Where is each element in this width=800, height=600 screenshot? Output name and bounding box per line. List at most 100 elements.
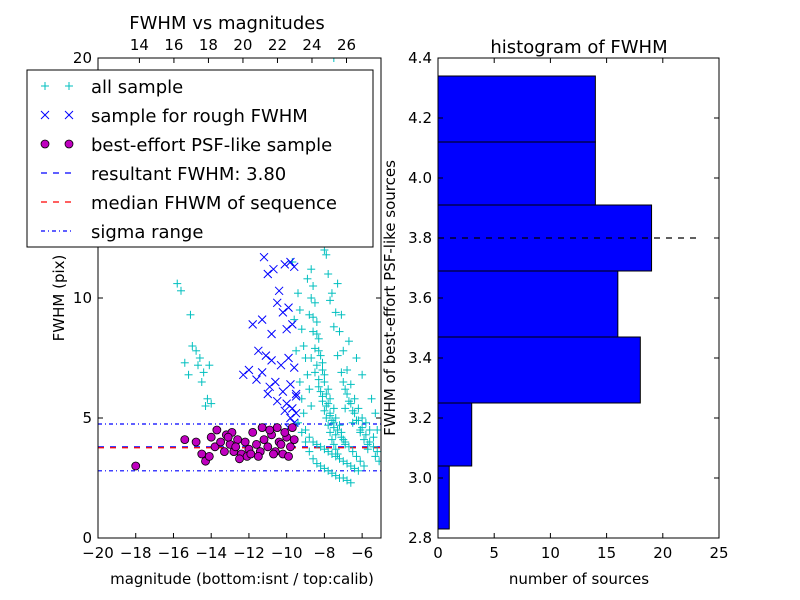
histogram-bar bbox=[438, 402, 473, 467]
data-point bbox=[259, 435, 269, 445]
data-point bbox=[240, 437, 250, 447]
data-point bbox=[337, 368, 346, 377]
data-point bbox=[291, 408, 301, 418]
data-point bbox=[253, 451, 263, 461]
data-point bbox=[329, 322, 338, 331]
data-point bbox=[320, 406, 329, 415]
data-point bbox=[263, 269, 273, 279]
data-point bbox=[204, 451, 214, 461]
data-point bbox=[367, 394, 376, 403]
data-point bbox=[278, 387, 288, 396]
top-x-tick-label: 20 bbox=[233, 36, 252, 54]
data-point bbox=[324, 385, 333, 394]
data-point bbox=[299, 342, 308, 350]
data-point bbox=[309, 282, 318, 290]
data-point bbox=[280, 427, 290, 437]
data-point bbox=[335, 421, 344, 430]
data-point bbox=[284, 451, 293, 461]
series-all-sample bbox=[173, 58, 381, 487]
data-point bbox=[360, 435, 369, 444]
x-tick-label: 25 bbox=[709, 544, 728, 562]
data-point bbox=[269, 264, 278, 274]
legend-entry-all-sample: all sample bbox=[41, 77, 183, 98]
legend-label: resultant FWHM: 3.80 bbox=[91, 164, 286, 185]
data-point bbox=[180, 435, 190, 445]
x-tick-label: 10 bbox=[541, 544, 560, 562]
data-point bbox=[305, 385, 314, 394]
data-point bbox=[186, 310, 195, 319]
data-point bbox=[322, 250, 331, 259]
data-point bbox=[259, 252, 269, 262]
legend-box bbox=[26, 69, 374, 248]
y-tick-label: 3.8 bbox=[408, 229, 432, 247]
data-point bbox=[344, 337, 353, 346]
data-point bbox=[272, 423, 282, 433]
data-point bbox=[293, 289, 302, 298]
x-tick-label: −10 bbox=[271, 544, 303, 562]
data-point bbox=[344, 397, 353, 406]
data-point bbox=[184, 370, 193, 379]
legend-entry-resultant-fwhm: resultant FWHM: 3.80 bbox=[41, 164, 286, 185]
legend-entry-rough-fwhm: sample for rough FWHM bbox=[40, 106, 308, 127]
data-point bbox=[329, 418, 338, 427]
data-point bbox=[324, 270, 333, 278]
data-point bbox=[244, 365, 254, 375]
top-x-tick-label: 14 bbox=[130, 36, 149, 54]
x-tick-label: −6 bbox=[351, 544, 373, 562]
data-point bbox=[193, 361, 202, 370]
data-point bbox=[192, 346, 201, 355]
data-point bbox=[233, 435, 243, 445]
legend-plus-marker-icon bbox=[41, 82, 73, 90]
data-point bbox=[289, 435, 299, 445]
histogram-bar bbox=[438, 141, 596, 206]
data-point bbox=[320, 370, 329, 379]
histogram-bar bbox=[438, 204, 653, 272]
data-point bbox=[329, 58, 338, 62]
series-best-effort-psf-like-sample bbox=[131, 423, 299, 471]
y-tick-label: 4.2 bbox=[408, 109, 432, 127]
data-point bbox=[278, 308, 288, 317]
data-point bbox=[375, 457, 381, 466]
data-point bbox=[297, 325, 306, 334]
data-point bbox=[307, 265, 316, 274]
data-point bbox=[252, 439, 261, 449]
data-point bbox=[284, 303, 293, 312]
data-point bbox=[318, 358, 327, 367]
data-point bbox=[231, 442, 241, 452]
data-point bbox=[331, 430, 340, 439]
legend-label: best-effort PSF-like sample bbox=[91, 135, 332, 156]
data-point bbox=[205, 361, 214, 370]
top-x-tick-label: 18 bbox=[199, 36, 218, 54]
data-point bbox=[373, 426, 381, 434]
data-point bbox=[320, 378, 329, 386]
left-y-axis-label: FWHM (pix) bbox=[50, 255, 68, 342]
histogram-bar bbox=[438, 270, 619, 338]
legend-x-marker-icon bbox=[40, 110, 74, 120]
data-point bbox=[180, 358, 189, 367]
legend-label: sigma range bbox=[91, 222, 203, 243]
data-point bbox=[354, 404, 363, 413]
data-point bbox=[286, 257, 295, 267]
data-point bbox=[197, 378, 206, 386]
data-point bbox=[270, 377, 280, 387]
data-point bbox=[307, 294, 316, 302]
data-point bbox=[173, 279, 182, 288]
right-chart-title: histogram of FWHM bbox=[490, 37, 667, 58]
data-point bbox=[238, 370, 248, 380]
y-tick-label: 10 bbox=[73, 289, 92, 307]
x-tick-label: 0 bbox=[433, 544, 443, 562]
data-point bbox=[318, 392, 327, 401]
y-tick-label: 3.0 bbox=[408, 469, 432, 487]
data-point bbox=[257, 315, 267, 324]
data-point bbox=[272, 298, 282, 308]
data-point bbox=[326, 296, 335, 305]
legend-label: sample for rough FWHM bbox=[91, 106, 308, 127]
data-point bbox=[316, 387, 325, 396]
data-point bbox=[287, 423, 297, 433]
data-point bbox=[282, 324, 292, 334]
data-point bbox=[246, 449, 256, 459]
data-point bbox=[297, 428, 306, 437]
data-point bbox=[335, 327, 344, 336]
data-point bbox=[263, 389, 273, 399]
